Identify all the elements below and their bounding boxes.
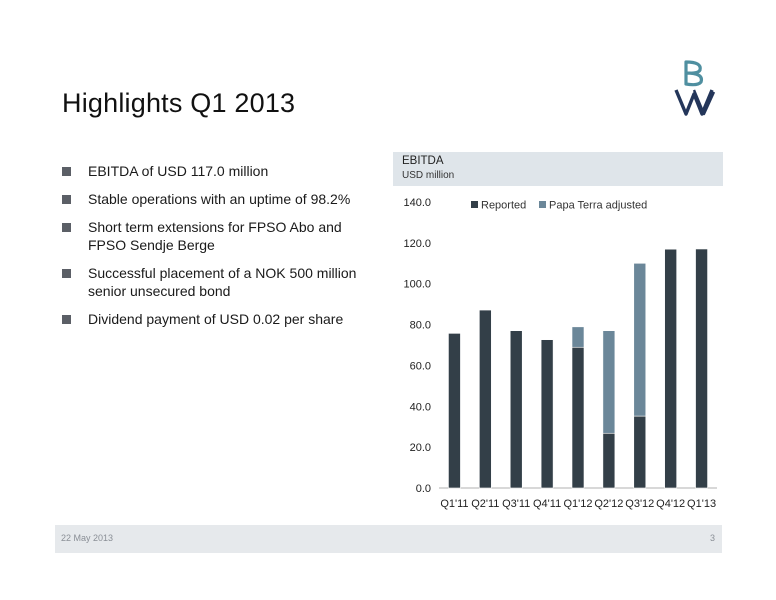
bar-reported xyxy=(602,432,616,489)
bar-reported xyxy=(695,248,708,489)
bar-reported xyxy=(571,346,585,489)
footer-bar: 22 May 2013 3 xyxy=(55,525,722,553)
highlight-text: Successful placement of a NOK 500 millio… xyxy=(88,265,357,299)
legend-swatch xyxy=(471,201,478,208)
highlight-text: EBITDA of USD 117.0 million xyxy=(88,163,269,179)
chart-title: EBITDA xyxy=(402,155,444,167)
highlight-item: Short term extensions for FPSO Abo and F… xyxy=(62,218,377,254)
chart-subtitle: USD million xyxy=(402,170,455,181)
y-tick-label: 60.0 xyxy=(410,360,431,372)
x-tick-label: Q3'11 xyxy=(502,498,530,510)
highlight-text: Stable operations with an uptime of 98.2… xyxy=(88,191,351,207)
y-tick-label: 120.0 xyxy=(403,238,431,250)
x-tick-label: Q2'12 xyxy=(594,498,623,510)
page-number: 3 xyxy=(709,533,715,543)
y-tick-label: 140.0 xyxy=(403,197,431,209)
x-tick-label: Q1'11 xyxy=(440,498,468,510)
bar-papa-terra xyxy=(571,326,585,348)
bar-reported xyxy=(509,330,523,489)
page-title: Highlights Q1 2013 xyxy=(62,88,296,118)
y-tick-label: 0.0 xyxy=(416,483,431,495)
legend-label: Papa Terra adjusted xyxy=(549,200,647,212)
bar-reported xyxy=(448,333,461,489)
highlight-item: EBITDA of USD 117.0 million xyxy=(62,162,377,180)
bullet-square-icon xyxy=(62,195,71,204)
highlight-item: Stable operations with an uptime of 98.2… xyxy=(62,190,377,208)
bar-reported xyxy=(633,415,647,489)
y-tick-label: 40.0 xyxy=(410,401,431,413)
bar-reported xyxy=(479,309,492,489)
x-tick-label: Q4'11 xyxy=(533,498,561,510)
y-tick-label: 100.0 xyxy=(403,279,431,291)
x-tick-label: Q4'12 xyxy=(656,498,685,510)
x-tick-label: Q3'12 xyxy=(625,498,654,510)
chart-header: EBITDA USD million xyxy=(393,152,723,186)
bullet-square-icon xyxy=(62,167,71,176)
x-tick-label: Q2'11 xyxy=(471,498,499,510)
x-tick-label: Q1'12 xyxy=(563,498,592,510)
bullet-square-icon xyxy=(62,223,71,232)
highlight-text: Short term extensions for FPSO Abo and F… xyxy=(88,219,342,253)
highlight-text: Dividend payment of USD 0.02 per share xyxy=(88,311,344,327)
highlight-item: Successful placement of a NOK 500 millio… xyxy=(62,264,377,300)
bar-papa-terra xyxy=(602,330,616,434)
bar-papa-terra xyxy=(633,262,647,417)
footer-date: 22 May 2013 xyxy=(61,533,114,543)
y-tick-label: 20.0 xyxy=(410,442,431,454)
y-tick-label: 80.0 xyxy=(410,320,431,332)
bar-reported xyxy=(664,248,677,489)
bar-reported xyxy=(540,339,554,489)
highlights-list: EBITDA of USD 117.0 million Stable opera… xyxy=(62,162,377,338)
bullet-square-icon xyxy=(62,269,71,278)
bullet-square-icon xyxy=(62,315,71,324)
legend-swatch xyxy=(539,201,546,208)
legend-label: Reported xyxy=(481,200,526,212)
highlight-item: Dividend payment of USD 0.02 per share xyxy=(62,310,377,328)
x-tick-label: Q1'13 xyxy=(687,498,716,510)
company-logo xyxy=(674,60,716,116)
